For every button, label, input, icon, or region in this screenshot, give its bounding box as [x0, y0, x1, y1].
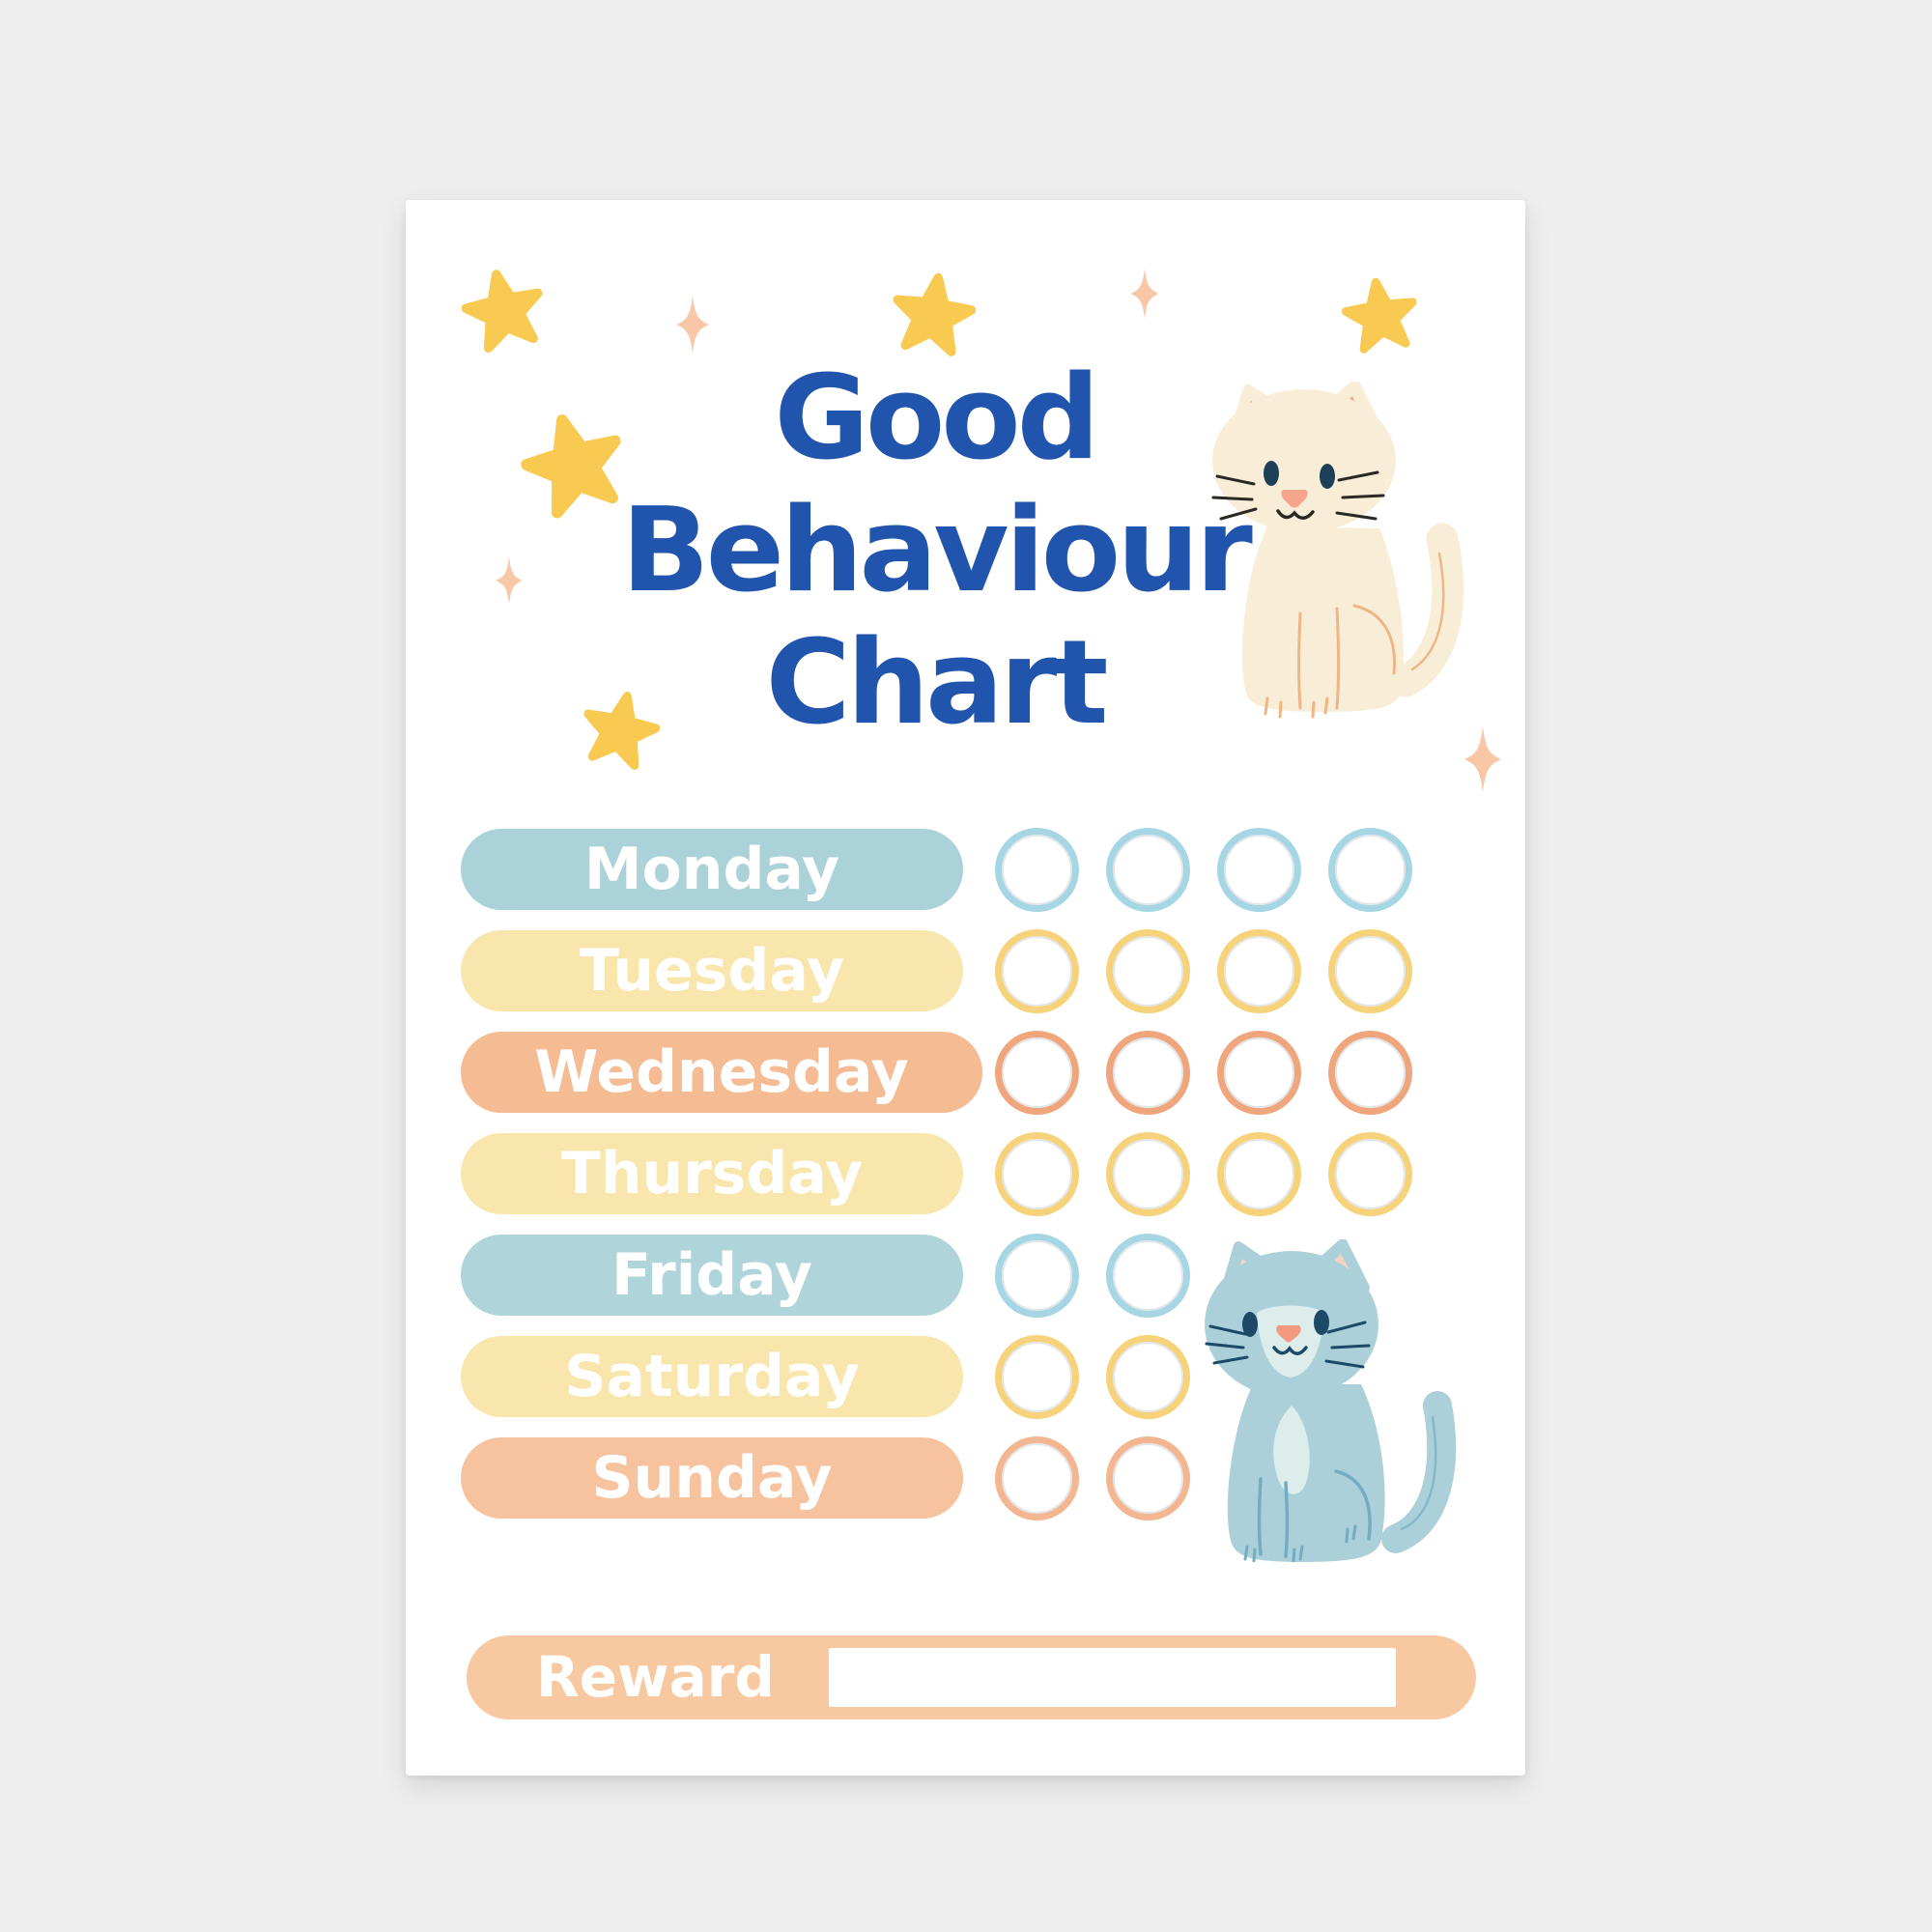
reward-input[interactable] [829, 1648, 1396, 1707]
table-row: Monday [461, 827, 1475, 912]
cream-cat-illustration [1211, 382, 1464, 719]
day-slot-circle[interactable] [995, 1334, 1079, 1419]
table-row: Thursday [461, 1131, 1475, 1216]
day-slot-circle[interactable] [1328, 827, 1412, 912]
day-label: Thursday [560, 1140, 864, 1208]
day-slot-circle[interactable] [1106, 1334, 1190, 1419]
day-slot-circle[interactable] [1328, 928, 1412, 1013]
star-icon [893, 272, 977, 356]
day-slot-circle[interactable] [995, 1435, 1079, 1520]
day-label: Monday [583, 836, 840, 903]
page-title: Good Behaviour Chart [406, 353, 1464, 750]
day-slot-circle[interactable] [1217, 827, 1301, 912]
title-line-2: Behaviour [621, 484, 1253, 618]
day-slot-circle[interactable] [1328, 1030, 1412, 1115]
day-label: Wednesday [534, 1038, 909, 1106]
day-slot-circle[interactable] [1328, 1131, 1412, 1216]
day-label: Friday [611, 1241, 812, 1309]
table-row: Saturday [461, 1334, 1475, 1419]
day-label: Saturday [564, 1343, 860, 1410]
slot-circles [995, 1435, 1190, 1520]
day-pill-tuesday: Tuesday [461, 930, 963, 1011]
day-slot-circle[interactable] [1106, 928, 1190, 1013]
day-slot-circle[interactable] [1106, 1233, 1190, 1318]
day-rows: Monday Tuesday Wednesday Thursday Friday [461, 827, 1475, 1539]
day-label: Sunday [591, 1444, 833, 1512]
sparkle-icon [1464, 726, 1501, 792]
slot-circles [995, 1030, 1412, 1115]
day-pill-saturday: Saturday [461, 1336, 963, 1417]
sparkle-icon [496, 556, 523, 605]
sparkle-icon [1130, 269, 1159, 319]
day-pill-friday: Friday [461, 1235, 963, 1316]
title-line-1: Good [774, 352, 1099, 486]
star-icon [1341, 277, 1417, 354]
day-slot-circle[interactable] [1217, 1030, 1301, 1115]
table-row: Friday [461, 1233, 1475, 1318]
day-slot-circle[interactable] [995, 928, 1079, 1013]
day-slot-circle[interactable] [995, 1233, 1079, 1318]
star-icon [521, 414, 621, 519]
slot-circles [995, 827, 1412, 912]
day-slot-circle[interactable] [1217, 1131, 1301, 1216]
day-slot-circle[interactable] [1106, 1030, 1190, 1115]
table-row: Wednesday [461, 1030, 1475, 1115]
day-slot-circle[interactable] [995, 1030, 1079, 1115]
day-pill-thursday: Thursday [461, 1133, 963, 1214]
reward-bar: Reward [467, 1635, 1476, 1719]
blue-cat-illustration [1205, 1239, 1457, 1562]
table-row: Tuesday [461, 928, 1475, 1013]
slot-circles [995, 1131, 1412, 1216]
day-slot-circle[interactable] [1106, 1435, 1190, 1520]
day-pill-sunday: Sunday [461, 1437, 963, 1519]
star-icon [461, 270, 543, 354]
poster-card: Good Behaviour Chart Monday [406, 200, 1525, 1776]
table-row: Sunday [461, 1435, 1475, 1520]
slot-circles [995, 1334, 1190, 1419]
day-slot-circle[interactable] [995, 827, 1079, 912]
day-slot-circle[interactable] [995, 1131, 1079, 1216]
star-icon [583, 692, 661, 770]
title-line-3: Chart [765, 616, 1108, 751]
sparkle-icon [676, 296, 709, 354]
day-slot-circle[interactable] [1106, 1131, 1190, 1216]
day-slot-circle[interactable] [1217, 928, 1301, 1013]
day-pill-wednesday: Wednesday [461, 1032, 982, 1113]
day-label: Tuesday [579, 937, 845, 1005]
day-slot-circle[interactable] [1106, 827, 1190, 912]
day-pill-monday: Monday [461, 829, 963, 910]
slot-circles [995, 928, 1412, 1013]
slot-circles [995, 1233, 1190, 1318]
reward-label: Reward [536, 1644, 775, 1710]
